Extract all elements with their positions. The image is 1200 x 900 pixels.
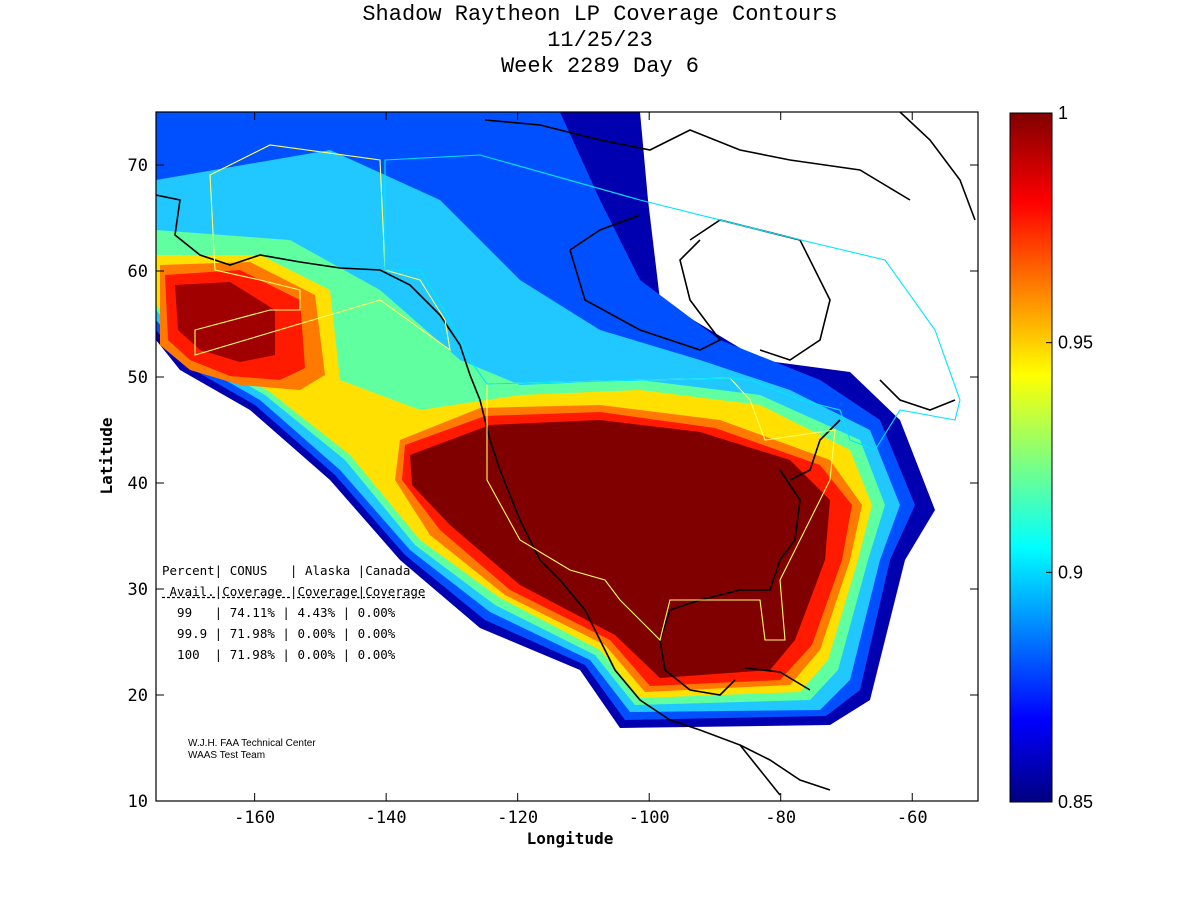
x-axis-label: Longitude (527, 829, 614, 848)
east-coast (789, 419, 841, 481)
hudson-bay (569, 214, 722, 351)
region-outlines (194, 144, 961, 642)
conus-outline (486, 377, 836, 642)
x-axis-ticks: -160 -140 -120 -100 -80 -60 (234, 112, 928, 828)
x-tick-label: -60 (897, 808, 928, 828)
y-axis-ticks: 10 20 30 40 50 60 70 (128, 156, 978, 812)
greenland-coast (899, 112, 976, 221)
y-axis-label: Latitude (97, 417, 116, 494)
stats-row-99-9: 99.9 | 71.98% | 0.00% | 0.00% (162, 626, 396, 641)
y-tick-label: 70 (128, 156, 148, 176)
chart-week: Week 2289 Day 6 (500, 54, 700, 79)
credit-block: W.J.H. FAA Technical Center WAAS Test Te… (188, 738, 316, 762)
stats-row-100: 100 | 71.98% | 0.00% | 0.00% (162, 647, 396, 662)
arctic-islands (484, 119, 911, 201)
stats-header-2: Avail.|Coverage |Coverage|Coverage (162, 584, 426, 599)
y-tick-label: 60 (128, 262, 148, 282)
credit-line-2: WAAS Test Team (188, 750, 266, 761)
central-america (739, 744, 831, 791)
x-tick-label: -140 (366, 808, 407, 828)
plot-frame (155, 111, 979, 802)
cuba (744, 667, 811, 691)
y-tick-label: 50 (128, 368, 148, 388)
newfoundland (879, 379, 956, 411)
credit-line-1: W.J.H. FAA Technical Center (188, 738, 316, 749)
y-tick-label: 10 (128, 792, 148, 812)
colorbar-ticks: 1 0.95 0.9 0.85 (1046, 103, 1093, 812)
y-tick-label: 30 (128, 580, 148, 600)
chart-title: Shadow Raytheon LP Coverage Contours (362, 2, 838, 27)
x-tick-label: -80 (765, 808, 796, 828)
colorbar-tick-label: 0.9 (1058, 562, 1083, 582)
chart-date: 11/25/23 (547, 28, 653, 53)
x-tick-label: -100 (629, 808, 670, 828)
x-tick-label: -160 (234, 808, 275, 828)
north-america-coast (156, 194, 781, 796)
y-tick-label: 40 (128, 474, 148, 494)
colorbar-tick-label: 0.85 (1058, 792, 1093, 812)
colorbar (1009, 112, 1053, 803)
x-tick-label: -120 (497, 808, 538, 828)
y-tick-label: 20 (128, 686, 148, 706)
colorbar-tick-label: 0.95 (1058, 333, 1093, 353)
contour-level-100 (410, 420, 830, 678)
stats-row-99: 99 | 74.11% | 4.43% | 0.00% (162, 605, 396, 620)
colorbar-tick-label: 1 (1058, 103, 1068, 123)
coverage-stats-table: Percent| CONUS | Alaska |Canada Avail.|C… (162, 560, 425, 665)
canada-outline (384, 154, 961, 451)
coverage-contours (156, 112, 978, 801)
stats-header-1: Percent| CONUS | Alaska |Canada (162, 563, 411, 578)
alaska-outline (194, 144, 451, 356)
